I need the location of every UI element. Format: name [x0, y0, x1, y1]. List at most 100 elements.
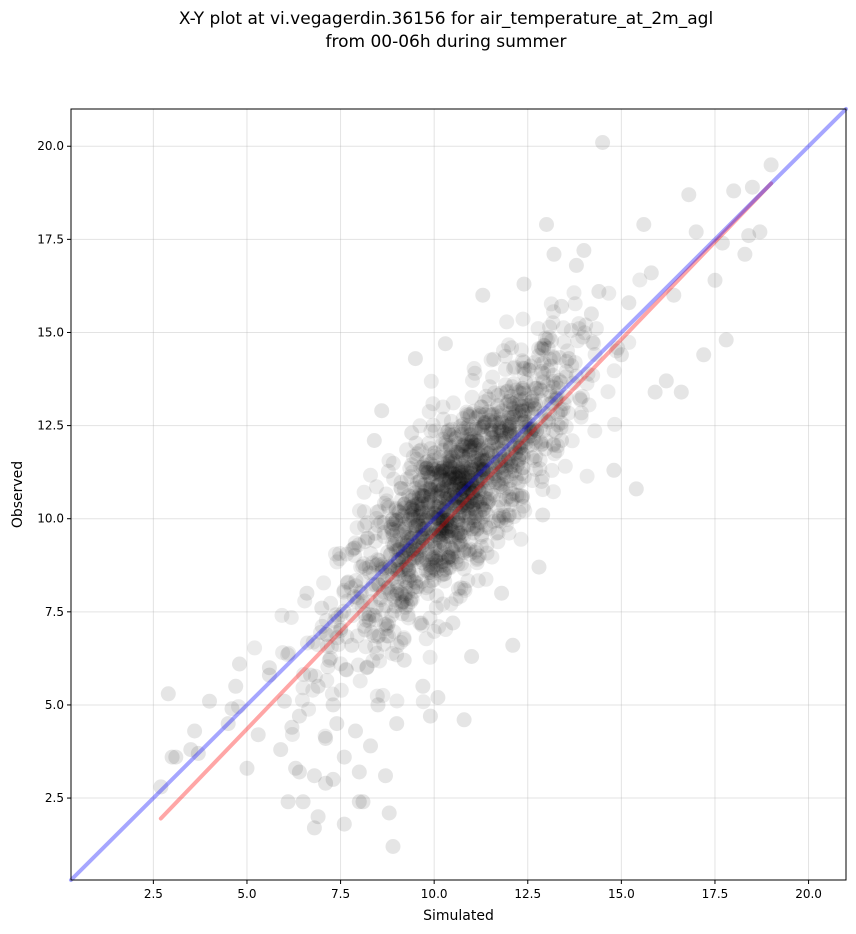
scatter-point: [336, 584, 352, 600]
scatter-point: [436, 513, 452, 529]
scatter-point: [502, 405, 518, 421]
scatter-point: [434, 550, 449, 566]
scatter-point: [543, 358, 559, 374]
scatter-point: [543, 296, 559, 312]
scatter-point: [454, 556, 469, 572]
scatter-point: [490, 397, 506, 413]
scatter-point: [511, 439, 527, 455]
scatter-point: [579, 468, 595, 484]
scatter-point: [449, 474, 465, 490]
scatter-point: [454, 424, 469, 440]
scatter-point: [453, 444, 469, 460]
scatter-point: [401, 561, 417, 577]
scatter-point: [438, 471, 454, 487]
scatter-point: [369, 645, 385, 661]
scatter-point: [514, 415, 530, 431]
scatter-point: [485, 429, 501, 445]
scatter-point: [405, 509, 421, 525]
scatter-point: [558, 419, 574, 435]
scatter-point: [319, 673, 335, 688]
scatter-point: [413, 460, 429, 475]
scatter-point: [310, 809, 326, 825]
scatter-point: [394, 606, 410, 622]
scatter-point: [435, 562, 451, 578]
scatter-point: [425, 559, 441, 575]
x-tick-label: 20.0: [795, 887, 822, 901]
scatter-point: [431, 523, 447, 539]
scatter-point: [399, 574, 415, 590]
scatter-point: [396, 500, 412, 516]
scatter-point: [503, 492, 519, 508]
scatter-point: [435, 518, 450, 534]
scatter-point: [362, 565, 378, 581]
scatter-point: [445, 490, 461, 505]
scatter-point: [515, 498, 531, 514]
scatter-point: [459, 477, 475, 493]
scatter-point: [636, 217, 652, 232]
scatter-point: [496, 433, 512, 449]
scatter-point: [465, 498, 481, 514]
scatter-point: [431, 483, 447, 499]
scatter-point: [451, 499, 467, 515]
scatter-point: [434, 500, 450, 516]
scatter-point: [261, 660, 277, 676]
scatter-point: [409, 579, 425, 595]
scatter-point: [446, 544, 462, 560]
scatter-point: [437, 539, 452, 555]
scatter-point: [548, 375, 564, 391]
scatter-point: [350, 657, 366, 673]
scatter-point: [465, 483, 481, 499]
scatter-point: [466, 510, 482, 526]
scatter-point: [470, 456, 486, 472]
scatter-point: [440, 452, 456, 468]
scatter-point: [436, 566, 452, 582]
scatter-point: [726, 183, 742, 199]
scatter-point: [459, 475, 475, 491]
scatter-point: [430, 507, 446, 523]
scatter-point: [499, 384, 515, 400]
scatter-point: [436, 411, 451, 427]
scatter-point: [502, 473, 518, 488]
scatter-point: [438, 622, 454, 637]
scatter-point: [509, 437, 525, 453]
scatter-point: [467, 365, 483, 381]
scatter-point: [465, 476, 480, 491]
scatter-point: [463, 485, 479, 500]
scatter-point: [478, 459, 494, 474]
plot-frame: [70, 108, 847, 881]
scatter-point: [411, 529, 427, 545]
scatter-point: [448, 444, 464, 460]
scatter-point: [380, 579, 396, 595]
scatter-point: [548, 390, 564, 406]
scatter-point: [509, 487, 525, 503]
scatter-point: [438, 524, 454, 540]
scatter-point: [461, 447, 477, 463]
scatter-point: [405, 449, 421, 465]
scatter-point: [465, 497, 481, 513]
scatter-point: [469, 552, 485, 568]
scatter-point: [297, 593, 313, 609]
scatter-point: [434, 527, 450, 543]
scatter-point: [474, 447, 490, 463]
scatter-point: [389, 638, 405, 654]
scatter-point: [587, 423, 603, 439]
scatter-point: [469, 432, 485, 448]
scatter-point: [460, 503, 476, 518]
scatter-point: [450, 460, 465, 476]
scatter-point: [501, 489, 517, 505]
scatter-point: [465, 485, 481, 501]
scatter-point: [475, 452, 491, 468]
scatter-point: [499, 397, 515, 413]
scatter-point: [472, 469, 488, 485]
scatter-point: [437, 472, 453, 488]
scatter-point: [381, 805, 397, 821]
scatter-point: [427, 423, 443, 439]
scatter-point: [442, 456, 458, 472]
scatter-point: [500, 383, 516, 399]
scatter-point: [356, 484, 372, 500]
scatter-point: [439, 487, 455, 503]
scatter-point: [382, 586, 398, 602]
scatter-point: [476, 417, 492, 432]
scatter-point: [499, 314, 515, 330]
scatter-point: [502, 419, 518, 435]
